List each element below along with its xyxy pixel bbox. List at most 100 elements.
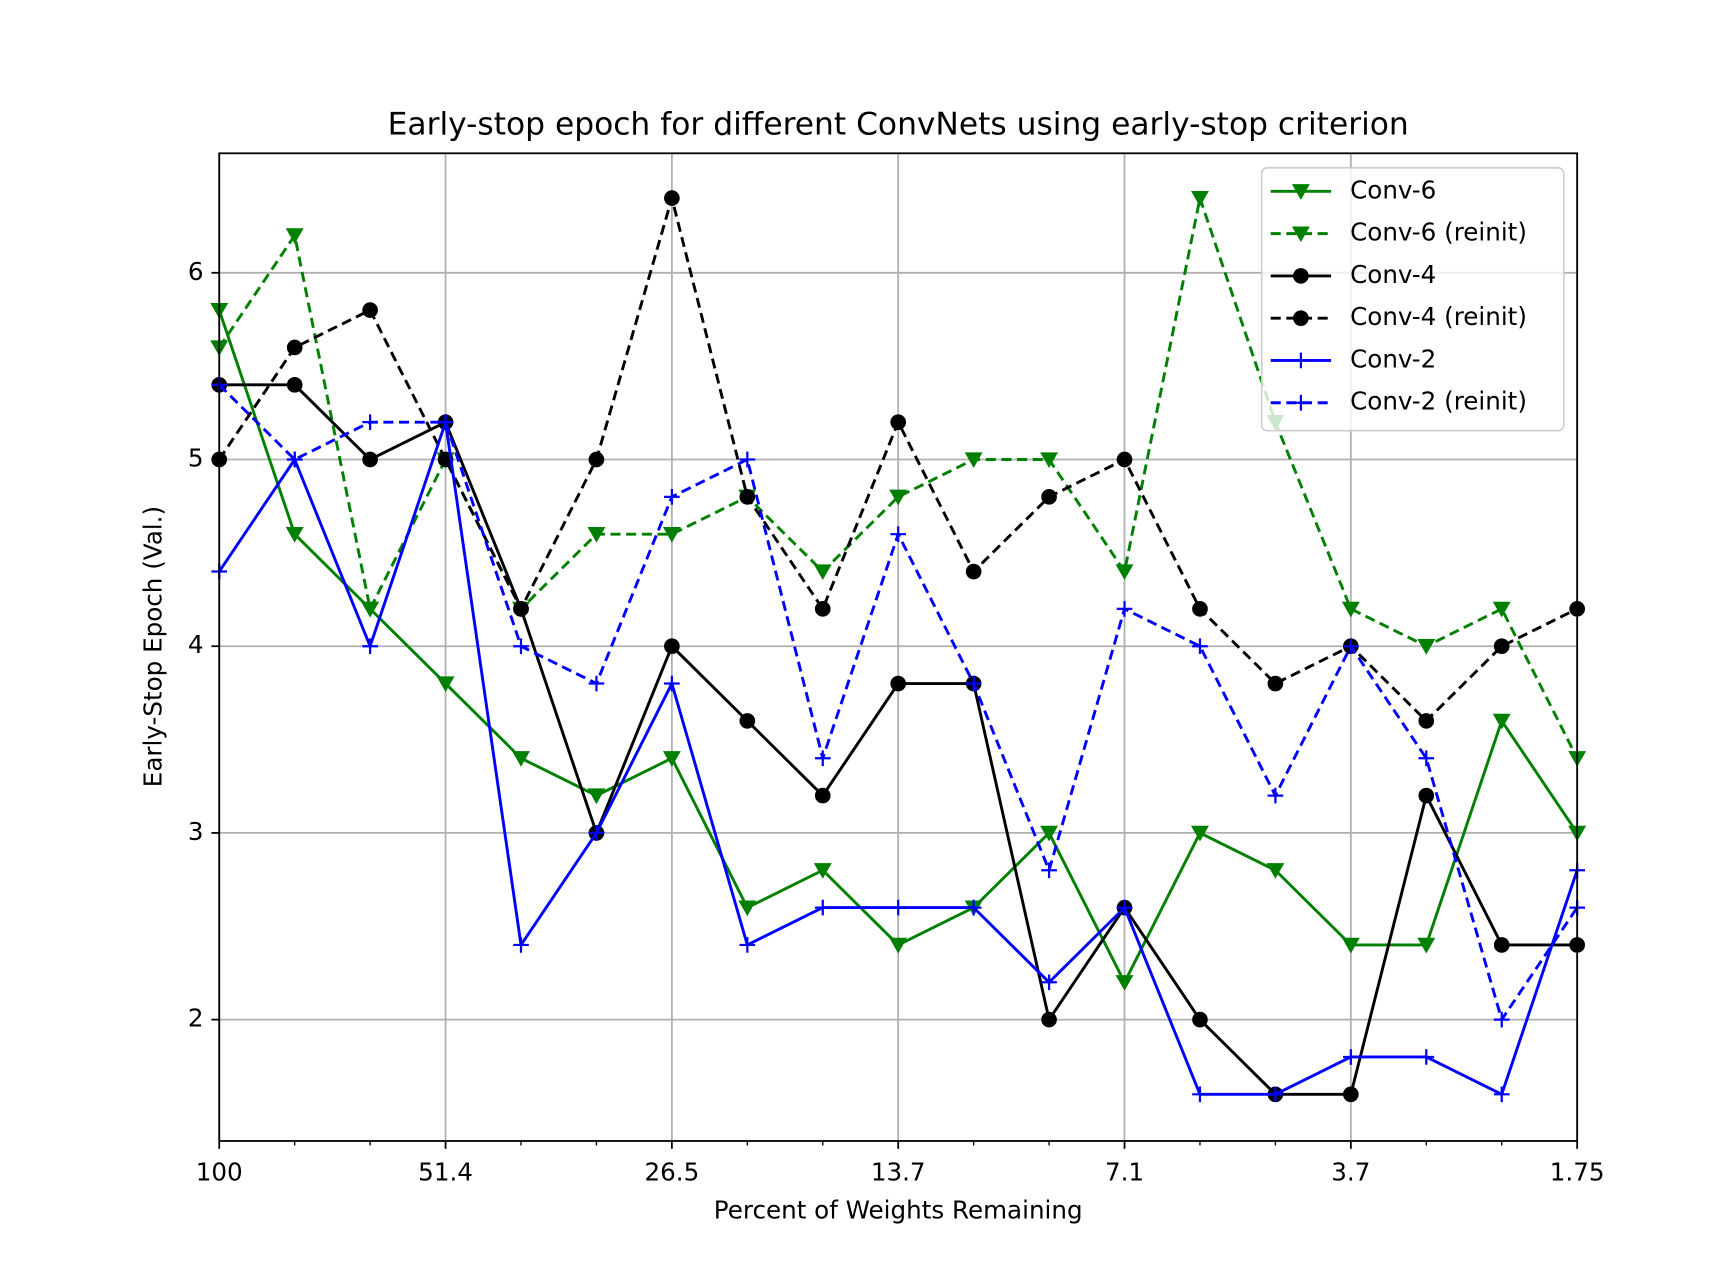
marker xyxy=(1492,601,1511,618)
x-tick-label: 26.5 xyxy=(644,1157,699,1186)
marker xyxy=(813,863,832,879)
marker xyxy=(739,489,756,505)
marker xyxy=(1417,937,1436,954)
marker xyxy=(1493,638,1510,655)
x-tick-label: 7.1 xyxy=(1105,1157,1144,1186)
marker xyxy=(738,900,757,917)
marker xyxy=(1267,1086,1284,1103)
marker xyxy=(513,601,529,617)
y-tick-label: 6 xyxy=(188,257,204,286)
y-tick-label: 5 xyxy=(188,444,204,473)
marker xyxy=(662,751,681,767)
marker xyxy=(1493,1011,1510,1028)
legend-label: Conv-6 xyxy=(1350,175,1436,204)
marker xyxy=(361,601,380,618)
marker xyxy=(1291,226,1310,243)
legend-label: Conv-2 xyxy=(1350,344,1436,373)
marker xyxy=(890,675,907,692)
marker xyxy=(814,899,831,916)
marker xyxy=(512,751,530,767)
marker xyxy=(890,414,907,430)
marker xyxy=(513,937,529,953)
marker xyxy=(285,228,304,244)
marker xyxy=(664,190,680,206)
y-tick-label: 4 xyxy=(188,630,204,659)
marker xyxy=(1418,1049,1435,1065)
y-tick-label: 3 xyxy=(188,817,204,846)
marker xyxy=(1343,638,1359,655)
marker xyxy=(1267,787,1284,804)
marker xyxy=(1041,489,1057,505)
x-tick-label: 51.4 xyxy=(418,1157,473,1186)
marker xyxy=(1293,310,1309,327)
marker xyxy=(1418,787,1435,804)
marker xyxy=(588,451,605,468)
marker xyxy=(1192,1086,1208,1103)
marker xyxy=(588,825,605,841)
marker xyxy=(1192,638,1208,655)
chart-title: Early-stop epoch for different ConvNets … xyxy=(388,106,1409,142)
marker xyxy=(889,489,908,506)
legend-label: Conv-2 (reinit) xyxy=(1350,387,1527,416)
plot-frame xyxy=(218,152,1579,1142)
marker xyxy=(889,937,908,954)
marker xyxy=(1343,1049,1359,1065)
legend-box xyxy=(1260,167,1565,432)
marker xyxy=(1115,975,1134,991)
marker xyxy=(1191,825,1209,842)
x-tick-label: 3.7 xyxy=(1331,1157,1370,1186)
marker xyxy=(814,787,831,804)
marker xyxy=(588,675,605,692)
marker xyxy=(437,414,454,430)
marker xyxy=(436,676,455,693)
marker xyxy=(1041,974,1057,991)
marker xyxy=(1041,862,1057,879)
marker xyxy=(1116,601,1133,617)
marker xyxy=(285,527,304,543)
legend-label: Conv-4 xyxy=(1350,260,1436,289)
marker xyxy=(814,750,831,767)
marker xyxy=(1040,825,1059,842)
marker xyxy=(664,489,680,505)
x-tick-label: 1.75 xyxy=(1550,1157,1605,1186)
marker xyxy=(1191,190,1209,207)
x-tick-label: 13.7 xyxy=(871,1157,926,1186)
x-axis-label: Percent of Weights Remaining xyxy=(714,1195,1083,1224)
marker xyxy=(1041,1011,1057,1028)
marker xyxy=(1343,1086,1359,1103)
marker xyxy=(1266,863,1285,879)
marker xyxy=(1493,1086,1510,1103)
marker xyxy=(664,638,680,655)
marker xyxy=(964,452,983,469)
marker xyxy=(1116,451,1133,468)
marker xyxy=(286,451,303,468)
marker xyxy=(814,601,831,617)
marker xyxy=(362,638,378,655)
marker xyxy=(1040,452,1059,469)
legend-label: Conv-4 (reinit) xyxy=(1350,302,1527,331)
marker xyxy=(739,713,756,729)
marker xyxy=(1418,713,1435,729)
marker xyxy=(1418,750,1435,767)
legend: Conv-6 Conv-6 (reinit) Conv-4 Conv-4 (reini… xyxy=(1260,167,1565,432)
y-tick-label: 2 xyxy=(188,1004,204,1033)
marker xyxy=(362,302,378,318)
marker xyxy=(362,451,378,468)
marker xyxy=(587,527,606,543)
marker xyxy=(813,564,832,581)
marker xyxy=(890,899,907,916)
marker xyxy=(965,675,982,692)
legend-label: Conv-6 (reinit) xyxy=(1350,218,1527,247)
marker xyxy=(965,563,982,580)
marker xyxy=(362,414,378,430)
marker xyxy=(1267,675,1284,692)
marker xyxy=(1492,713,1511,730)
marker xyxy=(739,937,756,953)
marker xyxy=(1291,184,1310,200)
marker xyxy=(1192,1011,1208,1028)
marker xyxy=(739,451,756,468)
x-tick-label: 100 xyxy=(196,1157,243,1186)
marker xyxy=(1293,268,1309,284)
